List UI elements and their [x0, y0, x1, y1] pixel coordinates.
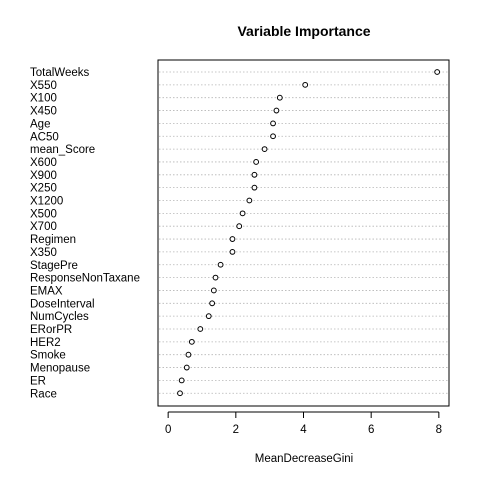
variable-label: X350 — [30, 247, 57, 259]
data-point — [229, 249, 236, 255]
data-point — [270, 133, 276, 140]
variable-label: Race — [30, 388, 57, 400]
data-point — [185, 351, 192, 358]
variable-label: ERorPR — [30, 324, 72, 336]
variable-label: X500 — [30, 208, 57, 220]
variable-label: X700 — [30, 221, 57, 233]
data-point — [209, 300, 216, 307]
variable-label: ER — [30, 375, 46, 387]
data-point — [229, 236, 236, 242]
variable-labels: TotalWeeksX550X100X450AgeAC50mean_ScoreX… — [30, 67, 140, 400]
variable-label: StagePre — [30, 260, 78, 272]
x-tick-label: 8 — [436, 424, 442, 436]
variable-label: mean_Score — [30, 144, 95, 156]
variable-label: NumCycles — [30, 311, 89, 323]
variable-label: X900 — [30, 170, 57, 182]
variable-label: Age — [30, 118, 50, 130]
chart-title: Variable Importance — [237, 23, 370, 39]
data-point — [302, 81, 309, 88]
data-points — [177, 69, 441, 397]
variable-label: AC50 — [30, 131, 59, 143]
variable-label: X600 — [30, 157, 57, 169]
data-point — [205, 313, 212, 320]
data-point — [217, 261, 224, 268]
data-point — [183, 364, 190, 371]
plot-frame — [157, 59, 450, 407]
data-point — [188, 338, 195, 345]
data-point — [273, 107, 280, 114]
data-point — [270, 120, 276, 127]
x-tick-label: 2 — [233, 424, 239, 436]
data-point — [239, 210, 246, 217]
x-tick-label: 0 — [165, 424, 171, 436]
data-point — [251, 171, 258, 178]
variable-label: Smoke — [30, 350, 66, 362]
data-point — [261, 146, 268, 153]
variable-label: X250 — [30, 183, 57, 195]
variable-label: EMAX — [30, 285, 63, 297]
variable-label: ResponseNonTaxane — [30, 273, 140, 285]
variable-label: X450 — [30, 106, 57, 118]
variable-label: X1200 — [30, 196, 63, 208]
data-point — [177, 390, 183, 397]
data-point — [251, 184, 258, 191]
data-point — [236, 223, 243, 230]
variable-label: HER2 — [30, 337, 61, 349]
variable-label: TotalWeeks — [30, 67, 89, 79]
data-point — [178, 377, 185, 384]
variable-label: Regimen — [30, 234, 76, 246]
data-point — [210, 287, 217, 294]
variable-label: DoseInterval — [30, 298, 95, 310]
data-point — [246, 197, 253, 204]
variable-label: X550 — [30, 80, 57, 92]
data-point — [212, 274, 219, 281]
x-tick-label: 6 — [368, 424, 374, 436]
variable-label: Menopause — [30, 363, 90, 375]
x-tick-label: 4 — [300, 424, 307, 436]
data-point — [276, 94, 283, 101]
variable-label: X100 — [30, 93, 57, 105]
x-axis-title: MeanDecreaseGini — [255, 453, 353, 465]
x-axis: 0 2 4 6 8 — [165, 411, 442, 436]
guide-lines — [159, 71, 448, 394]
data-point — [434, 69, 441, 75]
data-point — [253, 159, 260, 165]
data-point — [197, 326, 204, 332]
